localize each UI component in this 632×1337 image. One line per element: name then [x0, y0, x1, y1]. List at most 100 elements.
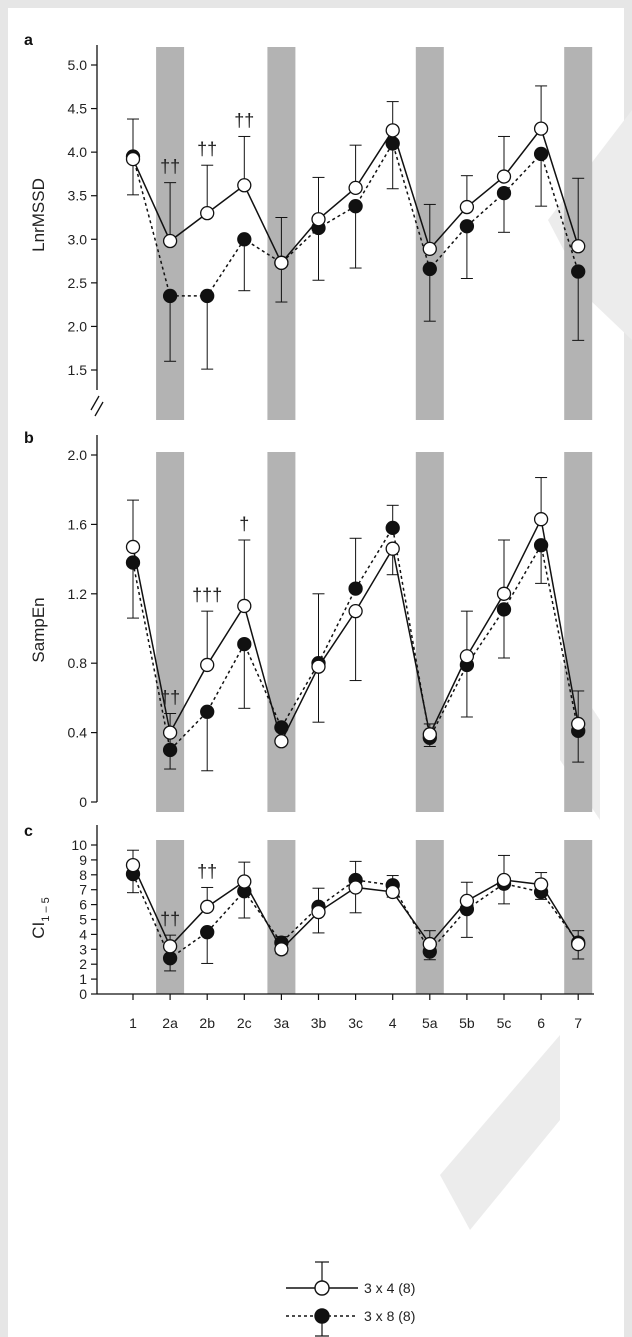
y-tick-label: 10	[71, 837, 87, 853]
data-point-filled	[496, 185, 512, 201]
y-tick-label: 1	[79, 971, 87, 987]
x-tick-label: 3a	[274, 1015, 290, 1031]
data-point-open	[571, 716, 586, 732]
y-tick-label: 4.0	[68, 144, 88, 160]
x-tick-label: 3c	[348, 1015, 363, 1031]
data-point-open	[162, 725, 178, 740]
legend-marker-open	[314, 1280, 330, 1296]
legend: 3 x 4 (8) 3 x 8 (8)	[284, 1261, 434, 1337]
y-tick-label: 4	[79, 926, 87, 942]
data-point-open	[348, 880, 363, 895]
data-point-filled	[348, 199, 363, 214]
data-point-filled	[348, 581, 363, 596]
data-point-open	[385, 541, 400, 556]
data-point-open	[311, 212, 326, 227]
data-point-open	[533, 877, 549, 892]
data-point-open	[348, 180, 363, 196]
data-point-open	[237, 598, 252, 614]
data-point-open	[125, 857, 141, 873]
y-tick-label: 2.5	[68, 275, 88, 291]
data-point-open	[162, 939, 178, 954]
data-point-filled	[200, 288, 215, 304]
data-point-open	[348, 604, 363, 619]
y-tick-label: 1.5	[68, 362, 88, 378]
data-point-filled	[385, 520, 400, 536]
x-tick-label: 3b	[311, 1015, 327, 1031]
significance-dagger: ††	[160, 157, 180, 177]
panel-letter: c	[24, 823, 33, 840]
data-point-open	[496, 169, 512, 184]
y-axis-label-subscript: 1 – 5	[40, 897, 52, 921]
y-tick-label: 0.4	[68, 725, 88, 741]
data-point-open	[459, 893, 475, 909]
data-point-filled	[200, 704, 215, 719]
y-tick-label: 5.0	[68, 57, 88, 73]
data-point-filled	[385, 136, 400, 151]
data-point-open	[533, 512, 549, 527]
y-tick-label: 0.8	[68, 655, 88, 671]
data-point-filled	[162, 742, 178, 758]
data-point-open	[571, 936, 586, 952]
y-tick-label: 2.0	[68, 318, 88, 334]
data-point-open	[237, 178, 252, 193]
x-tick-label: 4	[389, 1015, 397, 1031]
y-axis-label: SampEn	[29, 597, 48, 662]
axis-break-mark	[90, 395, 100, 411]
data-point-open	[571, 239, 586, 254]
panel-letter: a	[24, 32, 33, 49]
data-point-open	[311, 904, 326, 920]
y-tick-label: 0	[79, 986, 87, 1002]
x-tick-label: 6	[537, 1015, 545, 1031]
x-tick-label: 5a	[422, 1015, 438, 1031]
x-tick-label: 2a	[162, 1015, 178, 1031]
x-tick-label: 2b	[199, 1015, 215, 1031]
significance-dagger: ††	[234, 110, 254, 130]
significance-dagger: †	[239, 514, 249, 534]
significance-dagger: ††	[197, 861, 217, 881]
data-point-open	[459, 199, 475, 215]
y-tick-label: 4.5	[68, 101, 88, 117]
significance-dagger: †††	[192, 585, 222, 605]
data-point-open	[311, 659, 326, 674]
legend-marker-filled	[314, 1308, 330, 1324]
y-tick-label: 8	[79, 867, 87, 883]
data-point-open	[274, 255, 289, 270]
x-tick-label: 5b	[459, 1015, 475, 1031]
y-tick-label: 0	[79, 794, 87, 810]
data-point-filled	[571, 264, 586, 279]
panel-a: 1.5 2.0 2.5 3.0 3.5 4.0 4.5 5.0 a LnrMSSD †† †† ††	[24, 32, 593, 420]
significance-dagger: ††	[160, 909, 180, 929]
x-tick-label: 2c	[237, 1015, 252, 1031]
data-point-open	[200, 657, 215, 673]
data-point-open	[422, 241, 437, 257]
y-tick-label: 5	[79, 912, 87, 928]
y-tick-label: 1.2	[68, 586, 88, 602]
data-point-open	[496, 586, 512, 601]
data-point-open	[125, 539, 141, 555]
data-point-filled	[162, 951, 178, 966]
y-tick-label: 9	[79, 852, 87, 868]
y-tick-label: 7	[79, 882, 87, 898]
shade-band-3a	[267, 452, 296, 812]
data-point-filled	[533, 538, 549, 553]
data-point-filled	[237, 636, 252, 652]
data-point-filled	[125, 555, 141, 570]
y-tick-label: 6	[79, 897, 87, 913]
data-point-open	[496, 872, 512, 888]
y-tick-label: 3.5	[68, 188, 88, 204]
x-tick-label: 5c	[497, 1015, 512, 1031]
x-tick-label: 1	[129, 1015, 137, 1031]
data-point-filled	[274, 720, 289, 735]
shade-band-5a	[415, 840, 444, 994]
panel-letter: b	[24, 430, 34, 447]
data-point-filled	[533, 146, 549, 162]
y-tick-label: 1.6	[68, 516, 88, 532]
y-tick-label: 2.0	[68, 447, 88, 463]
axis-break-mark	[94, 401, 104, 417]
data-point-open	[422, 936, 437, 952]
y-axis-label: LnrMSSD	[29, 178, 48, 252]
data-point-filled	[200, 925, 215, 940]
shade-band-5a	[415, 452, 444, 812]
